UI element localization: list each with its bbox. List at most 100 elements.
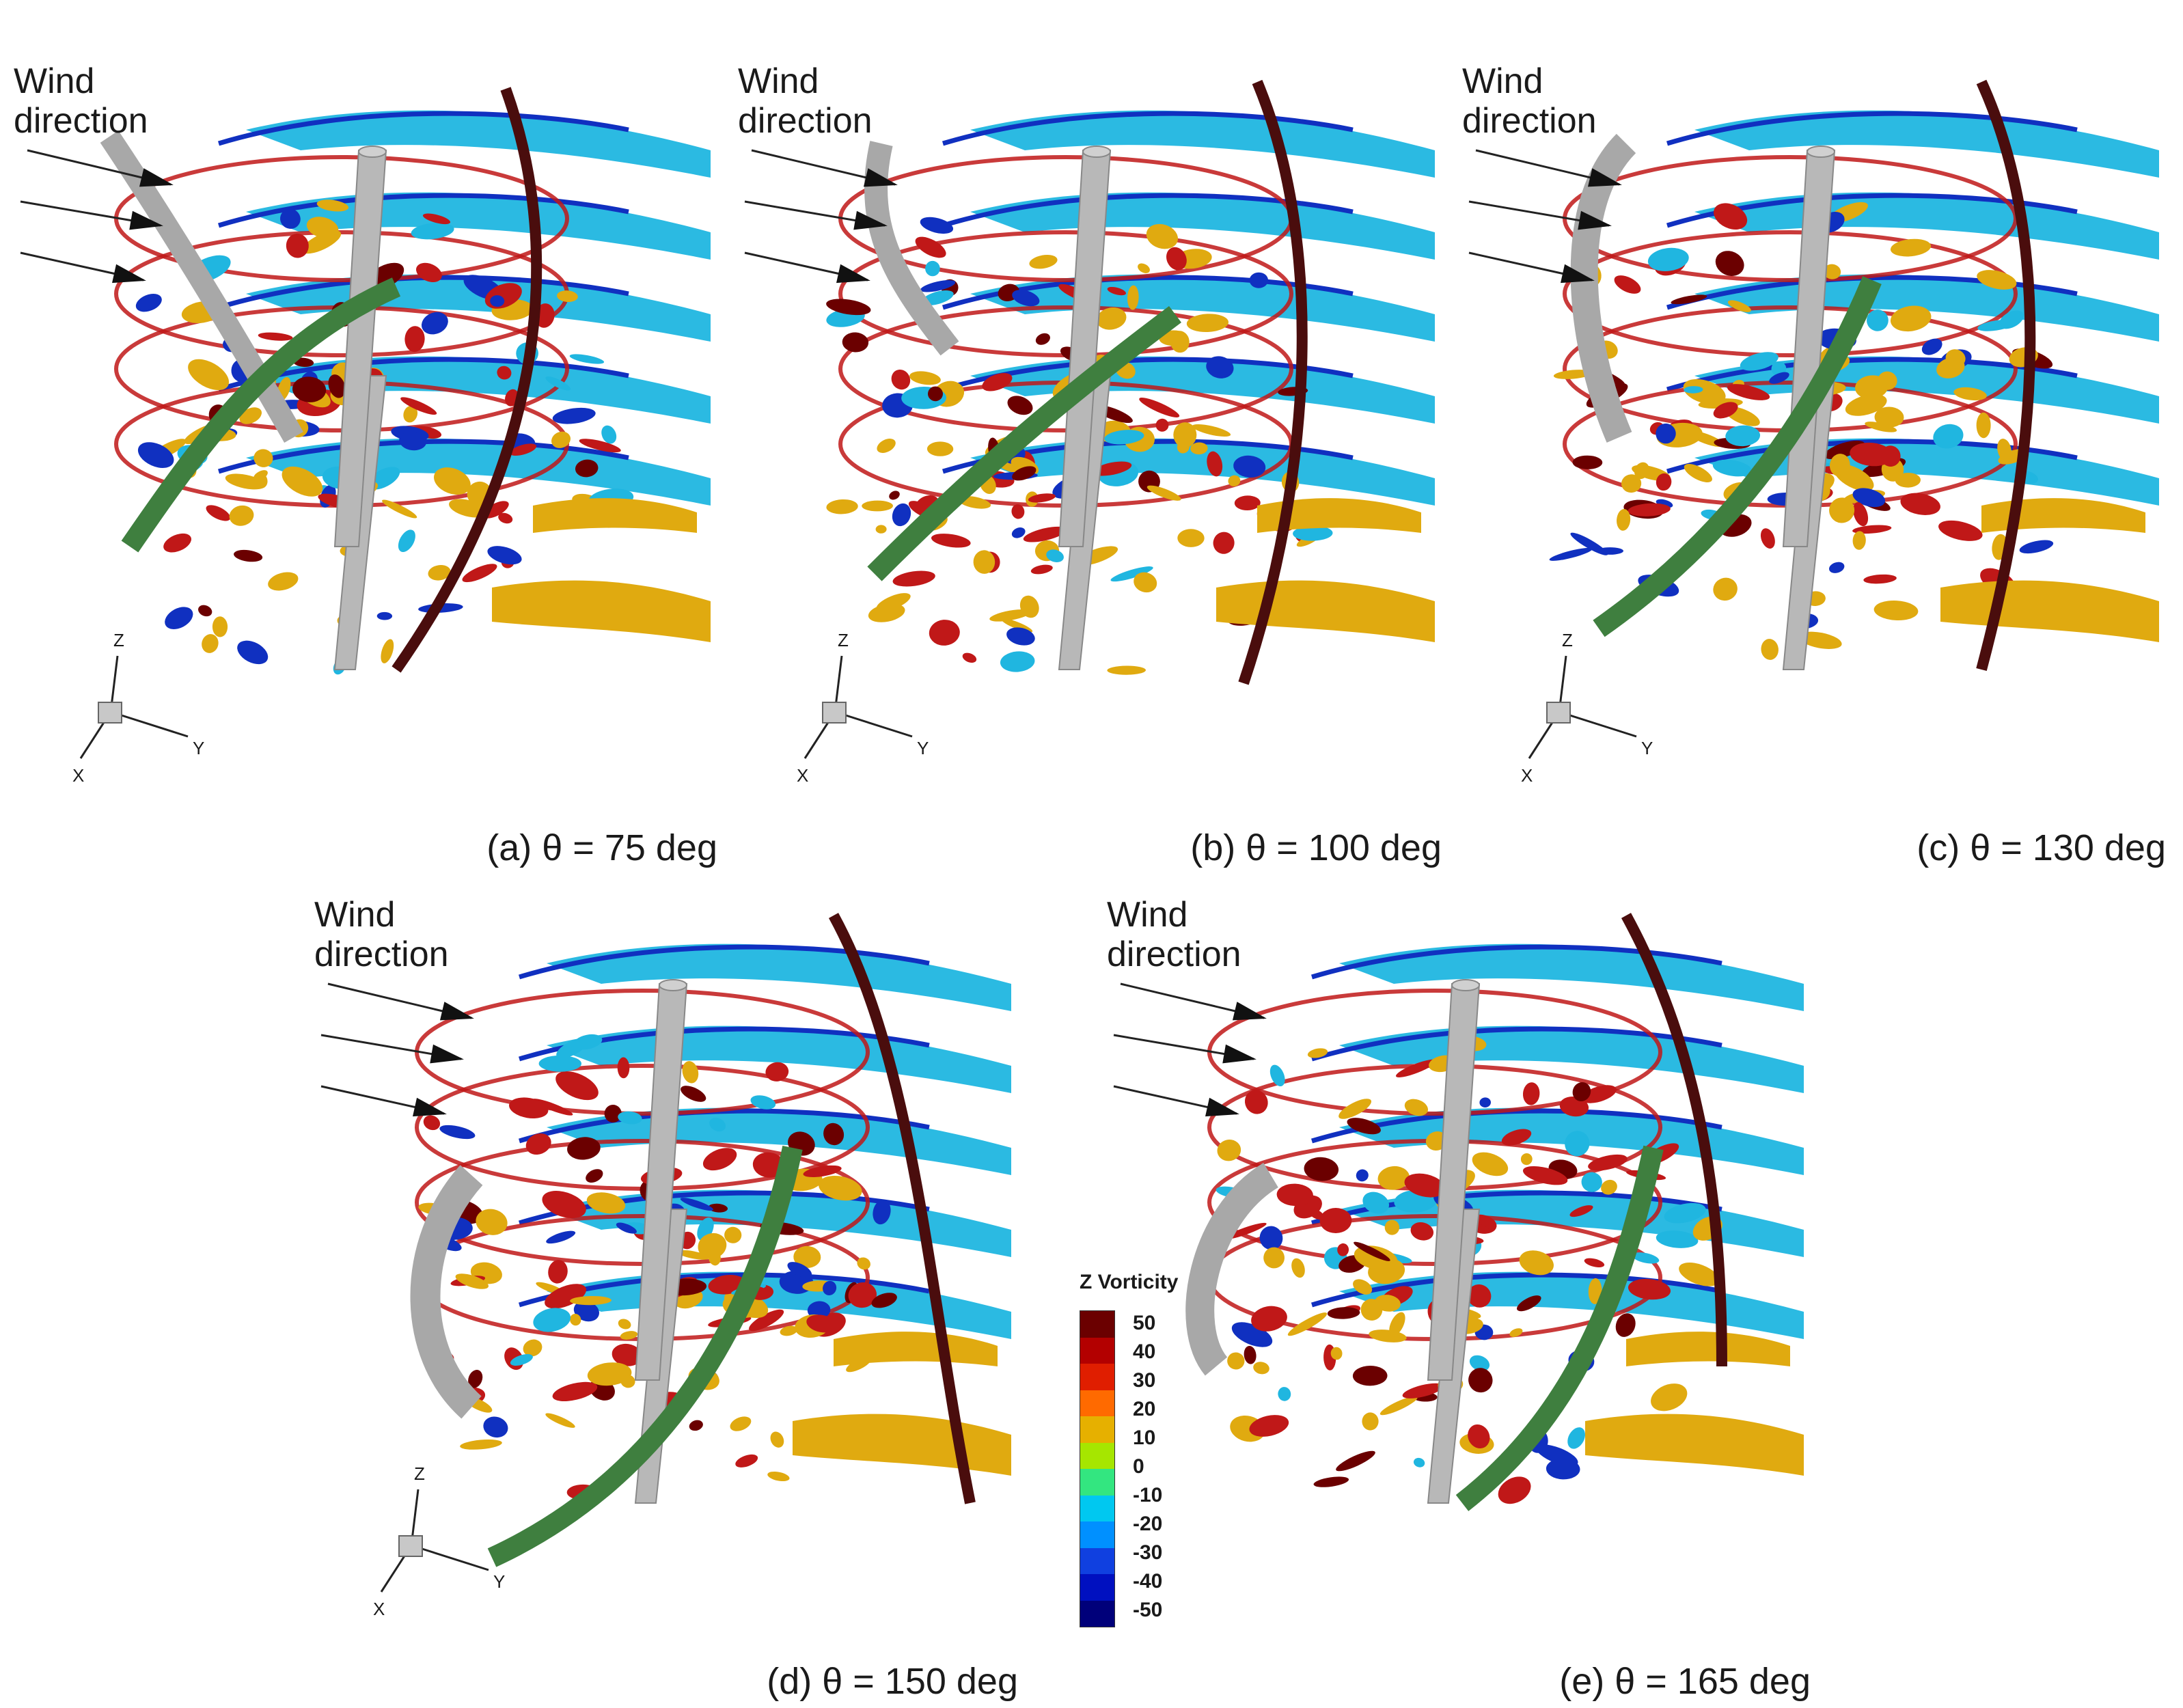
vorticity-blob bbox=[1727, 300, 1751, 312]
vorticity-blob bbox=[1519, 1250, 1554, 1276]
vorticity-blob bbox=[1327, 1307, 1360, 1319]
vorticity-blob bbox=[569, 354, 605, 364]
vorticity-blob bbox=[381, 639, 394, 663]
wake-streak bbox=[1339, 943, 1804, 1011]
vorticity-blob bbox=[915, 236, 946, 258]
vorticity-blob bbox=[1713, 577, 1738, 601]
legend-tick: 40 bbox=[1133, 1340, 1156, 1363]
vorticity-blob bbox=[551, 431, 571, 448]
wind-direction-label: Wind direction bbox=[314, 895, 449, 974]
vorticity-blob bbox=[929, 620, 960, 646]
legend-swatch bbox=[1080, 1442, 1114, 1469]
vorticity-blob bbox=[1656, 423, 1676, 444]
tip-vortex-line bbox=[1666, 439, 2078, 474]
vorticity-blob bbox=[928, 386, 943, 402]
vorticity-blob bbox=[1107, 665, 1146, 675]
vortex-ring bbox=[1563, 230, 2018, 357]
green-blade bbox=[487, 1145, 803, 1567]
axis-x-label: X bbox=[797, 765, 809, 786]
panel-caption: (d) θ = 150 deg bbox=[767, 1661, 1018, 1702]
wind-arrowhead bbox=[139, 168, 174, 187]
vorticity-blob bbox=[555, 1071, 599, 1101]
vorticity-blob bbox=[468, 1370, 483, 1388]
vorticity-blob bbox=[1012, 466, 1036, 481]
axis-cube bbox=[1546, 702, 1571, 724]
wind-arrowhead bbox=[413, 1097, 447, 1117]
vorticity-blob bbox=[1263, 1247, 1285, 1269]
vorticity-blob bbox=[1467, 1284, 1492, 1308]
legend-tick: 30 bbox=[1133, 1369, 1156, 1392]
vorticity-blob bbox=[1997, 439, 2012, 461]
wind-arrowhead bbox=[1561, 264, 1595, 284]
vorticity-blob bbox=[490, 295, 505, 307]
vorticity-blob bbox=[1517, 1295, 1541, 1312]
legend-swatch bbox=[1080, 1495, 1114, 1521]
vorticity-blob bbox=[286, 233, 309, 258]
tip-vortex-line bbox=[1666, 111, 2078, 146]
vorticity-blob bbox=[1104, 430, 1144, 445]
vorticity-blob bbox=[509, 443, 537, 456]
vorticity-blob bbox=[1287, 1312, 1328, 1336]
legend-swatch bbox=[1080, 1416, 1114, 1443]
green-blade bbox=[1455, 1145, 1664, 1511]
vorticity-blob bbox=[1404, 1099, 1429, 1116]
vorticity-blob bbox=[891, 369, 911, 390]
vorticity-blob bbox=[1330, 1347, 1343, 1360]
vorticity-blob bbox=[848, 1282, 877, 1308]
vorticity-blob bbox=[434, 467, 471, 495]
vorticity-blob bbox=[1479, 1097, 1491, 1108]
vorticity-blob bbox=[862, 500, 893, 512]
vorticity-blob bbox=[483, 1416, 508, 1438]
legend-swatch bbox=[1080, 1469, 1114, 1496]
vorticity-blob bbox=[1880, 445, 1901, 467]
vorticity-blob bbox=[439, 1125, 476, 1140]
wake-streak bbox=[1940, 580, 2159, 642]
vorticity-blob bbox=[163, 533, 191, 553]
wind-arrowhead bbox=[112, 264, 146, 284]
vorticity-blob bbox=[1352, 1365, 1388, 1386]
wake-streak bbox=[1694, 110, 2159, 178]
vorticity-blob bbox=[1336, 1450, 1375, 1472]
vorticity-blob bbox=[557, 290, 578, 303]
legend-swatch bbox=[1080, 1547, 1114, 1574]
vorticity-blob bbox=[1159, 330, 1188, 346]
axis-z-label: Z bbox=[113, 630, 124, 650]
vorticity-blob bbox=[724, 1226, 742, 1243]
vorticity-blob bbox=[316, 199, 349, 212]
vorticity-blob bbox=[708, 1203, 728, 1213]
wake-streak bbox=[970, 110, 1435, 178]
vorticity-blob bbox=[1712, 459, 1752, 477]
vorticity-blob bbox=[404, 326, 425, 353]
vorticity-blob bbox=[422, 213, 451, 225]
vorticity-scene bbox=[20, 87, 711, 759]
vorticity-blob bbox=[1584, 1258, 1605, 1267]
vorticity-blob bbox=[546, 1230, 576, 1244]
vorticity-blob bbox=[1621, 474, 1642, 493]
wind-arrowhead bbox=[439, 1002, 474, 1021]
vorticity-blob bbox=[306, 217, 339, 238]
vorticity-blob bbox=[604, 1105, 622, 1122]
tower-top bbox=[358, 146, 387, 158]
vorticity-blob bbox=[973, 550, 996, 574]
vorticity-blob bbox=[676, 1250, 710, 1260]
axis-x-label: X bbox=[1521, 765, 1533, 786]
panel-e: Wind direction (e) θ = 165 deg bbox=[1107, 888, 1817, 1708]
vorticity-blob bbox=[538, 1055, 581, 1072]
vorticity-blob bbox=[806, 1314, 837, 1333]
axis-y-label: Y bbox=[493, 1571, 506, 1592]
vorticity-blob bbox=[892, 570, 935, 587]
axis-cube bbox=[98, 702, 122, 724]
vorticity-blob bbox=[552, 407, 596, 424]
axis-z-label: Z bbox=[1562, 630, 1573, 650]
axis-z-label: Z bbox=[838, 630, 849, 650]
vorticity-blob bbox=[1572, 455, 1603, 469]
vorticity-blob bbox=[1572, 1082, 1591, 1102]
vorticity-blob bbox=[875, 525, 887, 534]
vorticity-blob bbox=[1874, 407, 1904, 428]
vorticity-blob bbox=[1107, 286, 1126, 296]
vorticity-blob bbox=[1569, 1205, 1593, 1217]
vorticity-blob bbox=[1472, 1152, 1509, 1176]
vorticity-blob bbox=[1651, 1383, 1688, 1411]
vorticity-blob bbox=[1549, 547, 1593, 561]
vorticity-blob bbox=[509, 1097, 549, 1118]
